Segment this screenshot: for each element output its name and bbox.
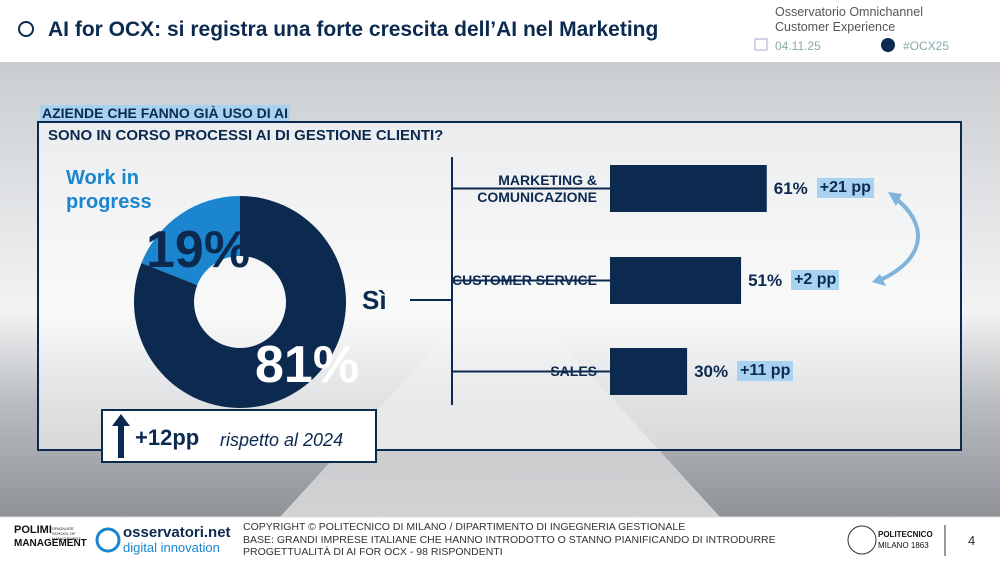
category-label: MARKETING & COMUNICAZIONE [477, 171, 597, 205]
bar [610, 165, 767, 212]
change-label: +21 pp [816, 178, 874, 198]
x-icon [881, 38, 895, 52]
donut-slice [141, 196, 240, 286]
copyright: COPYRIGHT © POLITECNICO DI MILANO / DIPA… [243, 521, 686, 533]
polimi: POLIMI [14, 524, 52, 536]
brand-icon [95, 527, 121, 553]
value-label: 61% [773, 179, 808, 198]
value-label: 81% [255, 336, 360, 394]
change-text: rispetto al 2024 [220, 430, 344, 450]
brand: osservatori.net [123, 524, 231, 541]
change-label: +12pp [135, 425, 200, 450]
change-box [101, 409, 377, 463]
legend-label: Work in progress [66, 167, 152, 213]
question: SONO IN CORSO PROCESSI AI DI GESTIONE CL… [48, 127, 444, 144]
title: AI for OCX: si registra una forte cresci… [48, 18, 659, 41]
change-label: +2 pp [791, 270, 840, 290]
calendar-icon [754, 38, 768, 51]
category-label: CUSTOMER SERVICE [452, 272, 597, 288]
observatory: Osservatorio Omnichannel Customer Experi… [775, 5, 923, 34]
up-arrow [112, 414, 130, 458]
management: MANAGEMENT [14, 538, 87, 549]
polimi-seal [847, 525, 877, 555]
value-label: 19% [146, 221, 251, 279]
legend-label: Sì [362, 285, 387, 315]
section-tag: AZIENDE CHE FANNO GIÀ USO DI AI [40, 105, 291, 121]
base: BASE: GRANDI IMPRESE ITALIANE CHE HANNO … [243, 534, 776, 558]
change-label: +11 pp [737, 361, 794, 381]
value-label: 30% [694, 362, 729, 381]
politecnico: POLITECNICO [878, 530, 933, 539]
donut-slice [134, 196, 347, 409]
hashtag: #OCX25 [903, 39, 950, 53]
bar [610, 348, 688, 395]
polimi-sub: GRADUATE SCHOOL OF MANAGEMENT [52, 526, 81, 541]
header-bar [0, 0, 1000, 62]
milano: MILANO 1863 [878, 541, 929, 550]
bar [610, 257, 742, 304]
page-number: 4 [968, 533, 976, 548]
arrow [879, 196, 920, 282]
search-icon [18, 21, 34, 37]
date: 04.11.25 [775, 39, 821, 53]
category-label: SALES [550, 363, 597, 379]
value-label: 51% [748, 271, 783, 290]
brand-sub: digital innovation [123, 540, 220, 555]
